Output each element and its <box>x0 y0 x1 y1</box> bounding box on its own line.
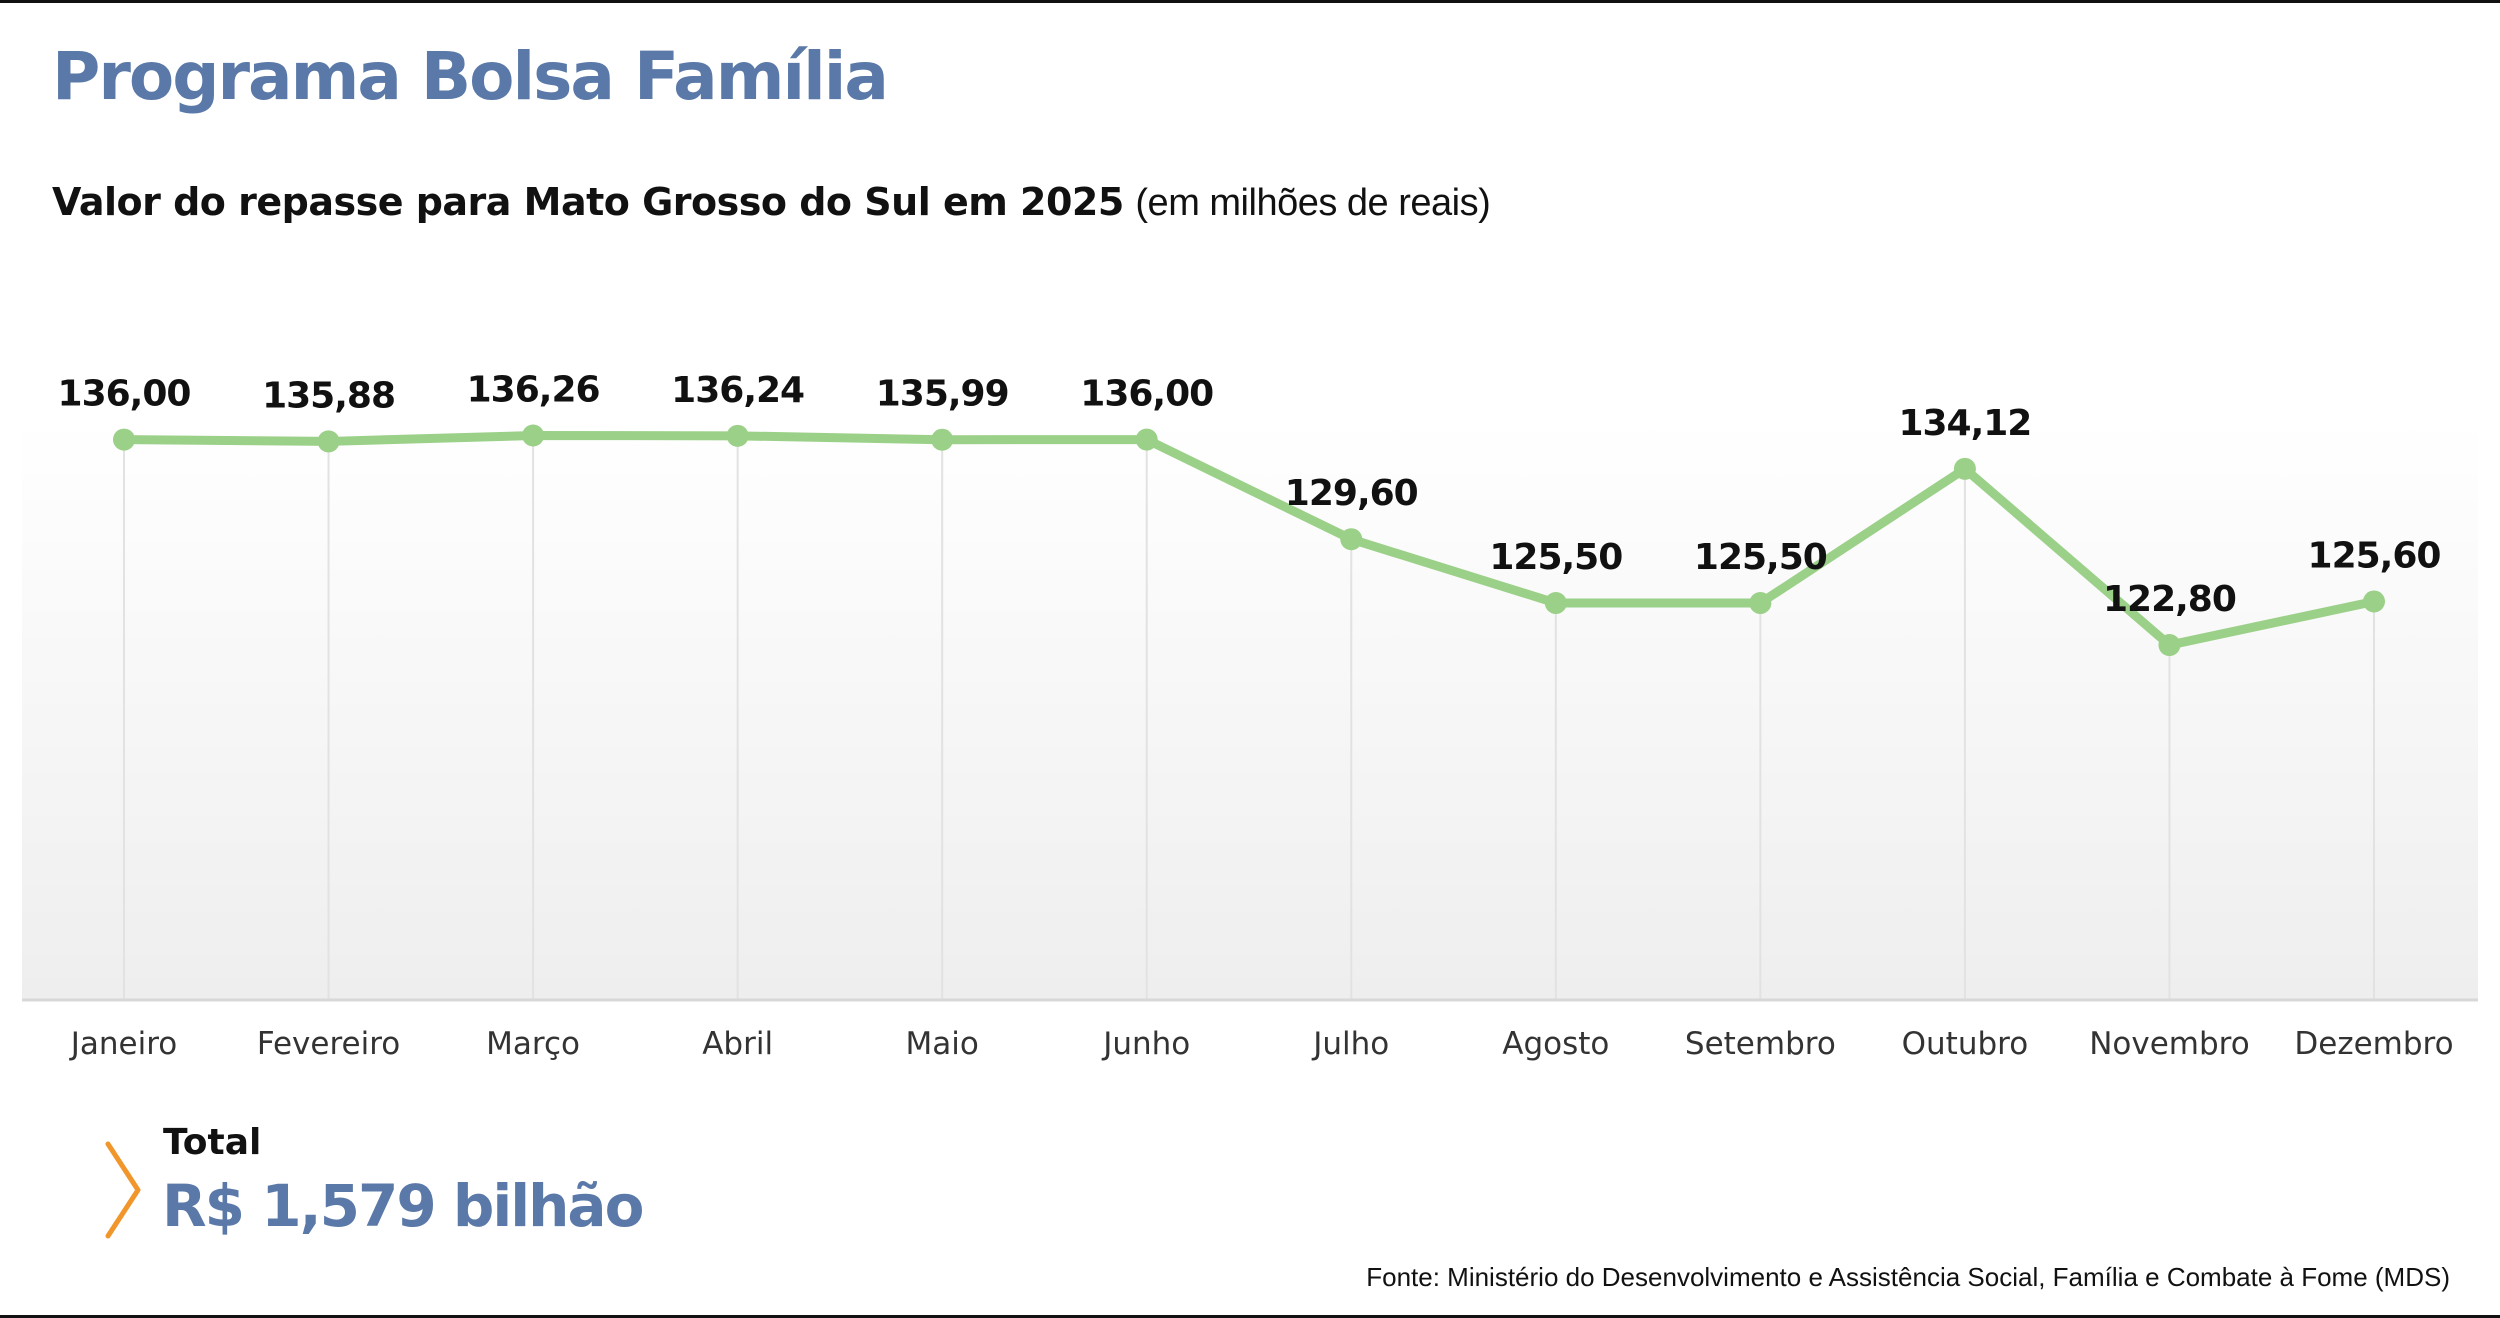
data-point-maio <box>931 428 954 451</box>
source-note: Fonte: Ministério do Desenvolvimento e A… <box>1366 1262 2450 1292</box>
x-tick-julho: Julho <box>1311 1026 1389 1062</box>
x-tick-outubro: Outubro <box>1902 1026 2029 1062</box>
data-label-maio: 135,99 <box>876 374 1009 415</box>
page-title: Programa Bolsa Família <box>52 38 889 115</box>
x-tick-dezembro: Dezembro <box>2294 1026 2453 1062</box>
data-label-abril: 136,24 <box>671 370 804 411</box>
data-point-agosto <box>1544 592 1567 615</box>
x-tick-fevereiro: Fevereiro <box>257 1026 400 1062</box>
data-label-outubro: 134,12 <box>1898 403 2031 444</box>
line-chart: 136,00 135,88 136,26 136,24 135,99 136,00 129,… <box>22 370 2478 1062</box>
total-label: Total <box>163 1122 262 1163</box>
data-point-julho <box>1340 528 1363 551</box>
data-label-dezembro: 125,60 <box>2308 535 2441 576</box>
data-label-março: 136,26 <box>467 370 600 411</box>
data-point-fevereiro <box>317 430 340 453</box>
data-point-dezembro <box>2363 590 2385 613</box>
x-tick-agosto: Agosto <box>1502 1026 1609 1062</box>
x-tick-janeiro: Janeiro <box>69 1026 178 1062</box>
x-tick-setembro: Setembro <box>1685 1026 1836 1062</box>
data-label-novembro: 122,80 <box>2103 579 2236 620</box>
chart-subtitle: Valor do repasse para Mato Grosso do Sul… <box>52 180 1491 225</box>
total-value: R$ 1,579 bilhão <box>162 1172 644 1240</box>
data-point-junho <box>1135 428 1158 451</box>
data-label-janeiro: 136,00 <box>58 374 191 415</box>
x-tick-abril: Abril <box>702 1026 773 1062</box>
top-border <box>0 0 2500 3</box>
data-point-março <box>522 424 545 447</box>
plot-background <box>22 420 2478 1000</box>
x-tick-maio: Maio <box>906 1026 979 1062</box>
data-point-outubro <box>1953 457 1976 480</box>
data-label-setembro: 125,50 <box>1694 537 1827 578</box>
data-label-fevereiro: 135,88 <box>262 375 395 416</box>
x-tick-novembro: Novembro <box>2089 1026 2249 1062</box>
x-tick-março: Março <box>486 1026 580 1062</box>
data-label-agosto: 125,50 <box>1489 537 1622 578</box>
data-label-junho: 136,00 <box>1080 374 1213 415</box>
bottom-border <box>0 1315 2500 1318</box>
series-line <box>119 431 2379 650</box>
data-point-novembro <box>2158 634 2181 657</box>
data-point-setembro <box>1749 592 1772 615</box>
data-point-janeiro <box>113 428 135 451</box>
chevron-right-icon <box>105 1141 141 1239</box>
data-point-abril <box>726 424 749 447</box>
x-tick-junho: Junho <box>1101 1026 1190 1062</box>
subtitle-main: Valor do repasse para Mato Grosso do Sul… <box>52 180 1124 224</box>
subtitle-unit: (em milhões de reais) <box>1135 182 1491 224</box>
data-label-julho: 129,60 <box>1285 473 1418 514</box>
